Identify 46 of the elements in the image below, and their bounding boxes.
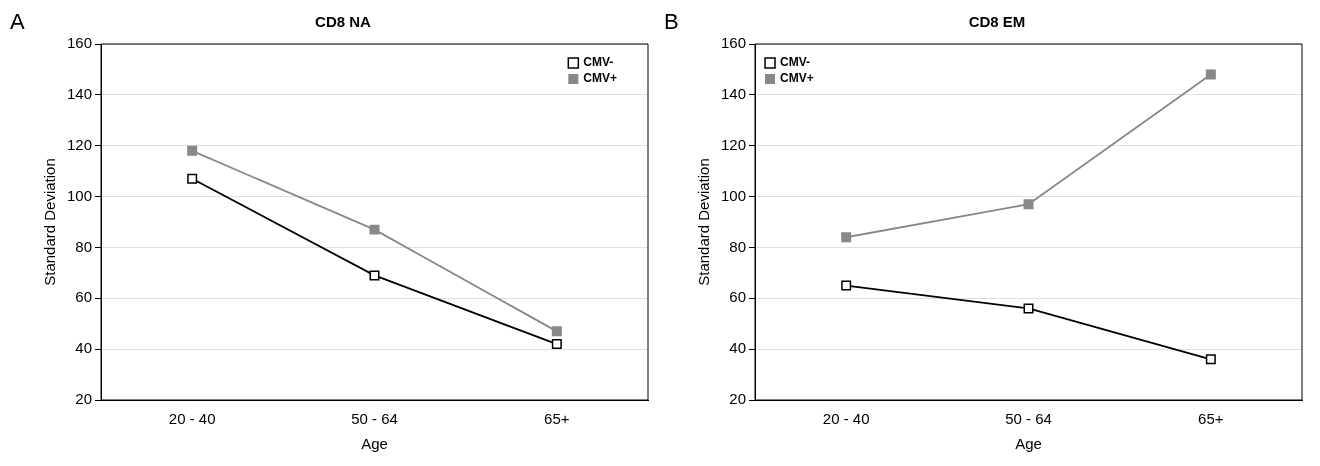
- point: [187, 173, 198, 184]
- y-axis-title: Standard Deviation: [41, 158, 59, 286]
- legend-label: CMV+: [583, 71, 618, 86]
- text: A: [10, 9, 25, 35]
- x-tick-label: 20 - 40: [168, 410, 216, 428]
- point: [551, 326, 562, 337]
- legend-label: CMV-: [780, 55, 811, 70]
- y-tick-label: 160: [67, 34, 93, 52]
- y-tick-label: 140: [721, 85, 747, 102]
- x-tick-label: 50 - 64: [351, 410, 398, 428]
- point: [551, 339, 562, 350]
- y-tick-label: 20: [729, 390, 747, 408]
- text: B: [664, 9, 679, 35]
- y-tick-label: 80: [729, 237, 747, 255]
- y-tick-label: 80: [75, 237, 93, 255]
- x-tick-label: 65+: [544, 410, 570, 428]
- y-tick-label: 60: [75, 288, 93, 306]
- y-tick-label: 100: [67, 186, 93, 204]
- x-tick-label: 65+: [1198, 410, 1224, 428]
- y-tick-label: 60: [729, 288, 747, 306]
- chart-title: CD8 NA: [315, 13, 372, 31]
- y-tick-label: 40: [729, 339, 747, 357]
- y-tick-label: 160: [721, 34, 747, 52]
- y-tick-label: 140: [67, 85, 93, 102]
- chart-title: CD8 EM: [968, 13, 1026, 31]
- point: [1205, 354, 1216, 365]
- x-axis-title: Age: [361, 435, 388, 453]
- y-tick-label: 20: [75, 390, 93, 408]
- legend-label: CMV+: [780, 71, 814, 86]
- point: [1023, 199, 1034, 210]
- point: [187, 145, 198, 156]
- y-tick-label: 120: [67, 135, 93, 153]
- y-tick-label: 100: [721, 186, 747, 204]
- point: [1023, 303, 1034, 314]
- x-tick-label: 50 - 64: [1005, 410, 1052, 428]
- y-tick-label: 40: [75, 339, 93, 357]
- y-axis-title: Standard Deviation: [695, 158, 713, 286]
- legend-label: CMV-: [583, 55, 614, 70]
- x-tick-label: 20 - 40: [822, 410, 870, 428]
- point: [369, 270, 380, 281]
- x-axis-title: Age: [1015, 435, 1042, 453]
- point: [841, 280, 852, 291]
- point: [841, 232, 852, 243]
- point: [1205, 69, 1216, 80]
- y-tick-label: 120: [721, 135, 747, 153]
- point: [369, 224, 380, 235]
